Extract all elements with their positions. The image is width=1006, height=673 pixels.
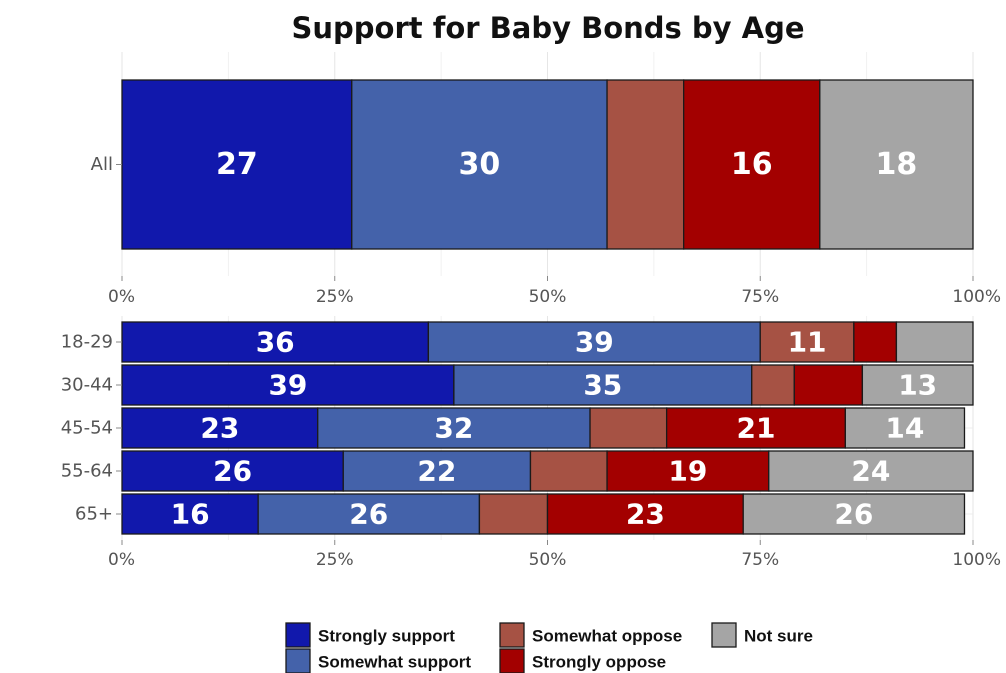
bar-segment [793, 364, 864, 406]
bar-segment [589, 407, 668, 449]
data-label: 26 [349, 498, 388, 531]
bar-segment [768, 450, 974, 492]
data-label: 11 [788, 326, 827, 359]
x-tick-label: 0% [108, 287, 135, 307]
data-label: 23 [626, 498, 665, 531]
bar-segment [751, 364, 795, 406]
data-label: 13 [898, 369, 937, 402]
data-label: 21 [737, 412, 776, 445]
bar-segment [683, 79, 821, 250]
category-label: 30-44 [61, 375, 113, 396]
legend-label: Somewhat support [318, 653, 471, 672]
data-label: 26 [834, 498, 873, 531]
bar-segment [606, 450, 770, 492]
bar-segment [453, 364, 753, 406]
bar-segment [427, 321, 761, 363]
x-tick-label: 75% [741, 287, 779, 307]
bar-segment [861, 364, 974, 406]
category-label: All [91, 154, 113, 175]
data-label: 18 [876, 147, 918, 182]
legend-swatch [711, 622, 737, 648]
bar-segment [759, 321, 855, 363]
bar-segment [665, 407, 847, 449]
bar-segment [606, 79, 685, 250]
legend-swatch [285, 622, 311, 648]
bar-segment [895, 321, 974, 363]
x-tick-label: 75% [741, 550, 779, 570]
x-tick-label: 25% [316, 287, 354, 307]
category-label: 45-54 [61, 418, 113, 439]
data-label: 22 [417, 455, 456, 488]
legend-swatch [499, 622, 525, 648]
x-tick-label: 25% [316, 550, 354, 570]
bar-segment [121, 450, 344, 492]
x-tick-label: 50% [529, 550, 567, 570]
data-label: 14 [885, 412, 924, 445]
legend-label: Not sure [744, 627, 813, 646]
legend-swatch [285, 648, 311, 673]
data-label: 27 [216, 147, 258, 182]
data-label: 35 [583, 369, 622, 402]
data-label: 36 [256, 326, 295, 359]
x-tick-label: 100% [952, 287, 1001, 307]
bar-segment [529, 450, 608, 492]
x-tick-label: 100% [952, 550, 1001, 570]
bar-segment [844, 407, 966, 449]
data-label: 30 [459, 147, 501, 182]
data-label: 26 [213, 455, 252, 488]
bar-segment [546, 493, 744, 535]
x-tick-label: 50% [529, 287, 567, 307]
chart-title: Support for Baby Bonds by Age [291, 11, 804, 45]
bar-segment [853, 321, 898, 363]
data-label: 24 [851, 455, 890, 488]
data-label: 39 [268, 369, 307, 402]
legend-label: Strongly oppose [532, 653, 666, 672]
legend-swatch [499, 648, 525, 673]
bar-segment [121, 407, 319, 449]
data-label: 16 [171, 498, 210, 531]
category-label: 55-64 [61, 461, 113, 482]
x-tick-label: 0% [108, 550, 135, 570]
category-label: 65+ [75, 504, 113, 525]
data-label: 32 [434, 412, 473, 445]
bar-segment [478, 493, 549, 535]
bar-segment [342, 450, 532, 492]
bar-segment [121, 79, 353, 250]
data-label: 16 [731, 147, 773, 182]
bar-segment [257, 493, 481, 535]
data-label: 39 [575, 326, 614, 359]
bar-segment [121, 493, 259, 535]
bar-segment [742, 493, 966, 535]
legend-label: Somewhat oppose [532, 627, 682, 646]
data-label: 23 [200, 412, 239, 445]
bar-segment [351, 79, 608, 250]
legend-label: Strongly support [318, 627, 455, 646]
bar-segment [317, 407, 591, 449]
bar-segment [819, 79, 974, 250]
data-label: 19 [668, 455, 707, 488]
category-label: 18-29 [61, 332, 113, 353]
